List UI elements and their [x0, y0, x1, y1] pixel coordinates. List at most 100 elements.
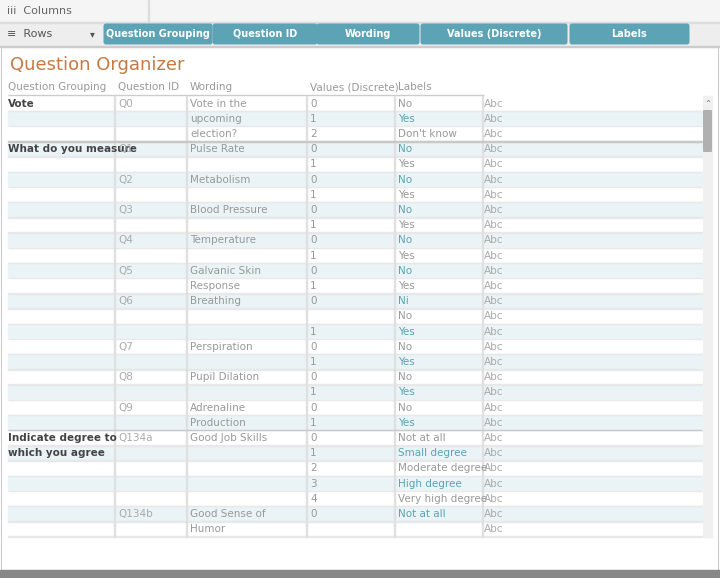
Text: 0: 0 — [310, 266, 317, 276]
Bar — [8, 187, 702, 202]
Text: Abc: Abc — [484, 387, 503, 398]
Bar — [148, 0, 149, 22]
Bar — [8, 202, 702, 217]
Bar — [8, 172, 702, 187]
Text: Adrenaline: Adrenaline — [190, 403, 246, 413]
Text: Abc: Abc — [484, 281, 503, 291]
Bar — [8, 157, 702, 172]
Text: Moderate degree: Moderate degree — [398, 464, 487, 473]
Text: 1: 1 — [310, 327, 317, 336]
Bar — [0, 0, 720, 22]
Text: Not at all: Not at all — [398, 509, 446, 519]
Text: Abc: Abc — [484, 342, 503, 352]
Text: Abc: Abc — [484, 479, 503, 488]
Text: Pulse Rate: Pulse Rate — [190, 144, 245, 154]
Text: 1: 1 — [310, 251, 317, 261]
Text: ⌃: ⌃ — [704, 99, 711, 109]
Text: Good Job Skills: Good Job Skills — [190, 433, 267, 443]
Text: No: No — [398, 99, 412, 109]
Text: Yes: Yes — [398, 190, 415, 200]
Text: 1: 1 — [310, 114, 317, 124]
Text: 0: 0 — [310, 175, 317, 184]
Text: Abc: Abc — [484, 509, 503, 519]
Bar — [0, 22, 720, 46]
Text: No: No — [398, 144, 412, 154]
Bar — [8, 248, 702, 263]
Text: Values (Discrete): Values (Discrete) — [310, 82, 399, 92]
Text: Question Organizer: Question Organizer — [10, 56, 184, 74]
Text: Yes: Yes — [398, 327, 415, 336]
Text: Yes: Yes — [398, 160, 415, 169]
Text: ≡  Rows: ≡ Rows — [7, 29, 53, 39]
Text: Q134b: Q134b — [118, 509, 153, 519]
Bar — [8, 309, 702, 324]
Text: Response: Response — [190, 281, 240, 291]
Text: 1: 1 — [310, 387, 317, 398]
Bar — [703, 96, 712, 537]
Text: 0: 0 — [310, 403, 317, 413]
Text: Question Grouping: Question Grouping — [106, 29, 210, 39]
Text: Labels: Labels — [398, 82, 431, 92]
Bar — [8, 279, 702, 294]
Text: Question ID: Question ID — [118, 82, 179, 92]
Bar — [8, 111, 702, 127]
Text: Question ID: Question ID — [233, 29, 297, 39]
Text: which you agree: which you agree — [8, 448, 105, 458]
Text: Abc: Abc — [484, 129, 503, 139]
Bar — [8, 127, 702, 142]
FancyBboxPatch shape — [104, 24, 212, 45]
Text: No: No — [398, 205, 412, 215]
Text: Abc: Abc — [484, 524, 503, 534]
Text: Abc: Abc — [484, 235, 503, 246]
Bar — [8, 400, 702, 415]
Text: 1: 1 — [310, 220, 317, 230]
Text: Abc: Abc — [484, 357, 503, 367]
Text: Galvanic Skin: Galvanic Skin — [190, 266, 261, 276]
Text: Abc: Abc — [484, 312, 503, 321]
Text: Q2: Q2 — [118, 175, 133, 184]
Bar — [8, 294, 702, 309]
Bar — [8, 142, 702, 157]
Bar — [0, 46, 720, 47]
Bar — [8, 339, 702, 354]
FancyBboxPatch shape — [212, 24, 318, 45]
Text: Don't know: Don't know — [398, 129, 457, 139]
Text: Yes: Yes — [398, 251, 415, 261]
Bar — [8, 369, 702, 385]
Text: Q0: Q0 — [118, 99, 132, 109]
Text: Abc: Abc — [484, 327, 503, 336]
Text: Metabolism: Metabolism — [190, 175, 251, 184]
Text: 0: 0 — [310, 342, 317, 352]
Bar — [0, 22, 720, 23]
Text: 1: 1 — [310, 190, 317, 200]
Text: iii  Columns: iii Columns — [7, 6, 72, 16]
Text: Breathing: Breathing — [190, 296, 241, 306]
Text: Small degree: Small degree — [398, 448, 467, 458]
Text: Temperature: Temperature — [190, 235, 256, 246]
Text: Production: Production — [190, 418, 246, 428]
Text: Pupil Dilation: Pupil Dilation — [190, 372, 259, 382]
Bar — [8, 461, 702, 476]
Text: Wording: Wording — [190, 82, 233, 92]
Text: Abc: Abc — [484, 403, 503, 413]
Text: Q3: Q3 — [118, 205, 133, 215]
Text: No: No — [398, 235, 412, 246]
Bar — [8, 233, 702, 248]
Text: 0: 0 — [310, 433, 317, 443]
Text: 1: 1 — [310, 448, 317, 458]
Bar — [8, 415, 702, 431]
Text: Abc: Abc — [484, 296, 503, 306]
Text: High degree: High degree — [398, 479, 462, 488]
Text: Abc: Abc — [484, 251, 503, 261]
Text: Yes: Yes — [398, 357, 415, 367]
Text: Q1: Q1 — [118, 144, 133, 154]
Text: Question Grouping: Question Grouping — [8, 82, 107, 92]
Bar — [8, 446, 702, 461]
Text: No: No — [398, 312, 412, 321]
Bar — [8, 385, 702, 400]
Text: Wording: Wording — [345, 29, 391, 39]
Text: What do you measure: What do you measure — [8, 144, 137, 154]
Text: Good Sense of: Good Sense of — [190, 509, 266, 519]
Text: Abc: Abc — [484, 494, 503, 504]
Text: Yes: Yes — [398, 387, 415, 398]
